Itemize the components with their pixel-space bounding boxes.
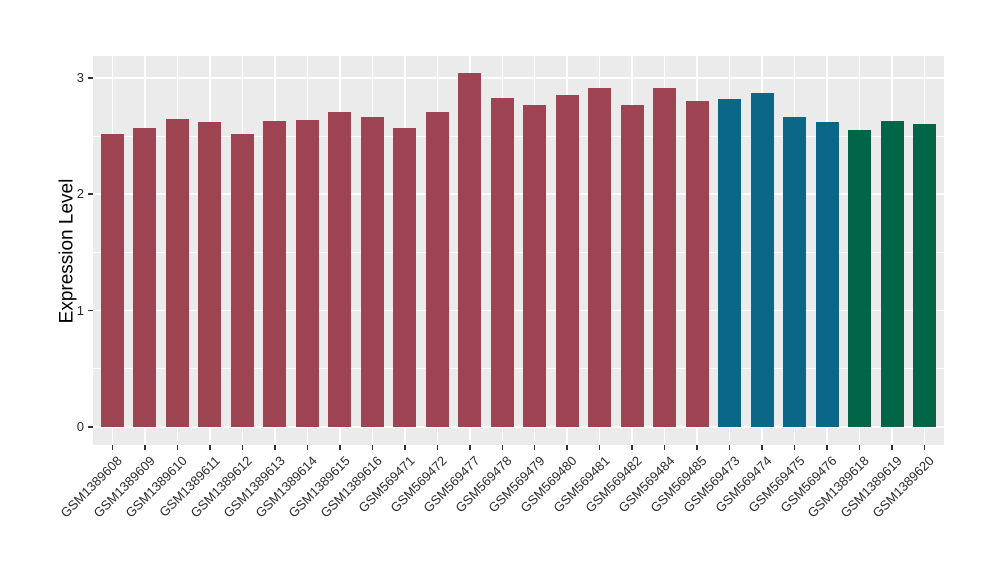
y-tick-label: 1 <box>76 302 84 318</box>
y-major-gridline <box>93 426 944 428</box>
bar-GSM569484 <box>653 88 677 427</box>
x-tick-mark <box>209 445 211 450</box>
bar-GSM569481 <box>588 88 612 427</box>
bar-GSM569477 <box>458 73 482 427</box>
y-minor-gridline <box>93 135 944 137</box>
bar-GSM569473 <box>718 98 742 427</box>
y-minor-gridline <box>93 368 944 370</box>
x-tick-mark <box>696 445 698 450</box>
x-tick-mark <box>371 445 374 450</box>
x-tick-mark <box>891 445 893 450</box>
bar-GSM1389615 <box>328 111 352 427</box>
x-tick-mark <box>598 445 601 450</box>
x-tick-mark <box>566 445 568 450</box>
x-tick-mark <box>793 445 796 450</box>
x-tick-mark <box>111 445 114 450</box>
x-tick-mark <box>404 445 406 450</box>
x-tick-mark <box>241 445 244 450</box>
bar-GSM1389619 <box>880 120 904 427</box>
bar-GSM569474 <box>750 92 774 427</box>
x-tick-mark <box>436 445 439 450</box>
x-tick-mark <box>728 445 731 450</box>
bar-GSM569471 <box>393 127 417 427</box>
bar-GSM1389616 <box>360 117 384 427</box>
x-tick-mark <box>144 445 146 450</box>
x-tick-mark <box>469 445 471 450</box>
bar-GSM1389618 <box>848 130 872 427</box>
bar-GSM569472 <box>425 111 449 427</box>
bar-GSM569485 <box>685 101 709 427</box>
x-tick-mark <box>826 445 828 450</box>
y-tick-mark <box>88 426 93 428</box>
y-major-gridline <box>93 77 944 79</box>
y-tick-mark <box>88 193 93 195</box>
x-tick-mark <box>339 445 341 450</box>
bar-GSM569480 <box>555 95 579 427</box>
bar-GSM1389611 <box>198 122 222 427</box>
x-tick-mark <box>274 445 276 450</box>
x-tick-mark <box>306 445 309 450</box>
y-tick-label: 0 <box>76 419 84 434</box>
x-tick-mark <box>533 445 536 450</box>
x-tick-mark <box>858 445 861 450</box>
x-tick-mark <box>501 445 503 450</box>
bar-GSM1389613 <box>263 120 287 427</box>
y-tick-label: 2 <box>76 186 84 202</box>
x-tick-mark <box>176 445 179 450</box>
bar-GSM569479 <box>523 104 547 427</box>
bar-GSM569478 <box>490 97 514 427</box>
bar-GSM569476 <box>815 122 839 427</box>
y-tick-mark <box>88 77 93 79</box>
bar-GSM1389610 <box>165 118 189 427</box>
x-tick-mark <box>631 445 633 450</box>
y-axis-title: Expression Level <box>56 178 77 323</box>
x-tick-mark <box>761 445 763 450</box>
bar-GSM569482 <box>620 104 644 427</box>
bar-GSM569475 <box>783 117 807 427</box>
x-tick-mark <box>923 445 926 450</box>
y-major-gridline <box>93 193 944 195</box>
bar-GSM1389614 <box>295 119 319 427</box>
y-major-gridline <box>93 309 944 312</box>
bar-GSM1389609 <box>133 127 157 427</box>
bar-GSM1389620 <box>913 124 936 427</box>
x-tick-mark <box>663 445 666 450</box>
y-tick-mark <box>88 309 93 312</box>
y-tick-label: 3 <box>76 69 84 85</box>
y-minor-gridline <box>93 252 944 253</box>
bar-GSM1389612 <box>230 133 254 427</box>
bar-GSM1389608 <box>101 133 124 427</box>
